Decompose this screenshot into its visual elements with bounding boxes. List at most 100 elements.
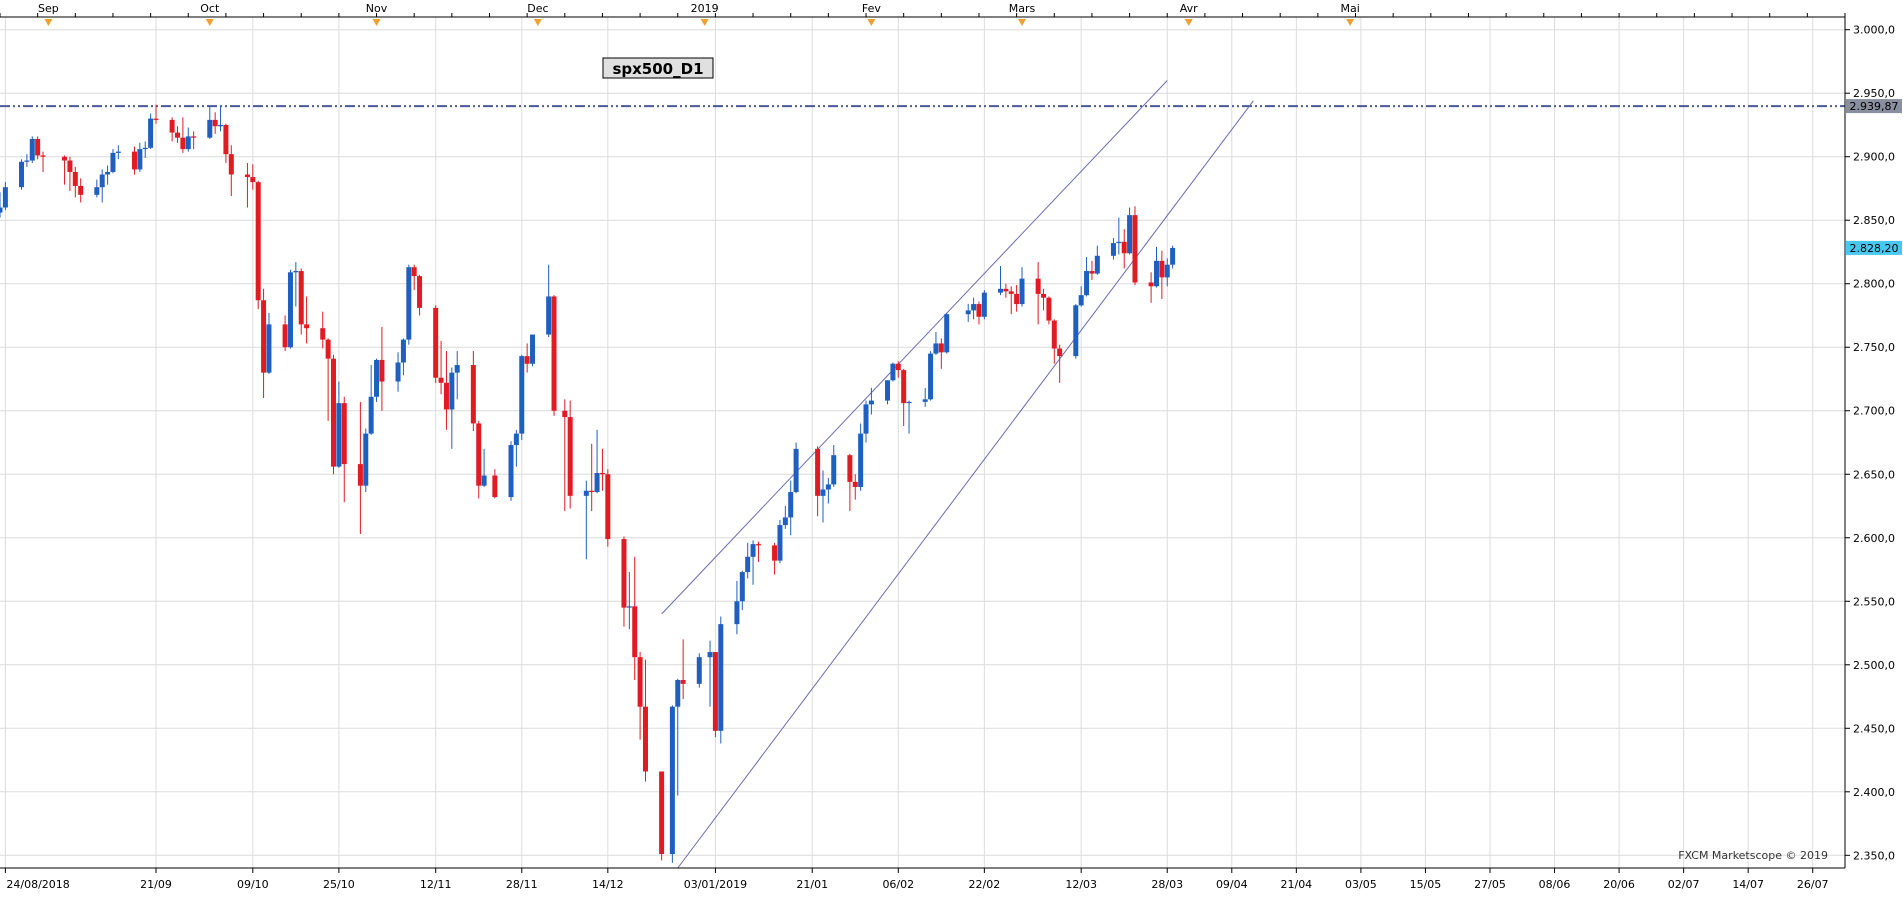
candle-body	[330, 358, 336, 467]
candle-up	[293, 262, 299, 307]
candle-body	[508, 445, 514, 498]
y-tick-label: 2.750,0	[1853, 341, 1895, 354]
candle-body	[148, 118, 154, 148]
candle-body	[110, 152, 116, 172]
candle-body	[567, 417, 573, 496]
candle-up	[1073, 304, 1079, 359]
candle-body	[2, 187, 8, 208]
price-levels: 2.939,87 2.828,20	[0, 99, 1902, 255]
x-tick-label: 22/02	[969, 878, 1001, 891]
candle-body	[185, 136, 191, 150]
candle-down	[901, 368, 907, 426]
month-marker-icon	[700, 19, 709, 26]
candle-up	[0, 192, 3, 218]
candle-up	[1164, 258, 1170, 287]
candle-body	[981, 292, 987, 317]
candle-up	[1094, 245, 1100, 275]
month-marker-icon	[1346, 19, 1355, 26]
candle-body	[78, 185, 84, 195]
candle-down	[492, 469, 498, 499]
candle-body	[852, 481, 858, 487]
candle-body	[24, 160, 30, 162]
candle-up	[782, 506, 788, 529]
candle-body	[868, 400, 874, 405]
candle-body	[1153, 260, 1159, 287]
candle-up	[266, 312, 272, 374]
candle-body	[293, 271, 299, 273]
top-month-label: 2019	[691, 2, 719, 15]
trend-lines[interactable]	[661, 80, 1254, 869]
candle-down	[1148, 272, 1154, 303]
candle-down	[341, 396, 347, 503]
candle-down	[357, 401, 363, 534]
candle-up	[906, 400, 912, 434]
x-tick-label: 21/01	[796, 878, 828, 891]
y-tick-label: 2.700,0	[1853, 405, 1895, 418]
candle-down	[438, 340, 444, 395]
candle-up	[933, 331, 939, 355]
candle-down	[642, 659, 648, 782]
candle-up	[374, 358, 380, 402]
x-tick-label: 20/06	[1603, 878, 1635, 891]
candle-down	[169, 117, 175, 142]
candle-body	[594, 472, 600, 493]
candle-up	[481, 448, 487, 487]
candle-down	[1014, 285, 1020, 312]
candle-down	[433, 305, 439, 383]
candle-up	[750, 540, 756, 585]
candle-body	[793, 448, 799, 493]
candle-body	[142, 147, 148, 150]
candle-body	[772, 545, 778, 561]
candle-body	[363, 433, 369, 486]
x-tick-label: 03/01/2019	[684, 878, 747, 891]
candle-body	[788, 492, 794, 518]
candle-body	[1094, 255, 1100, 274]
candle-body	[583, 490, 589, 496]
candle-up	[110, 149, 116, 174]
candle-body	[131, 151, 137, 170]
candle-down	[637, 652, 643, 740]
candle-down	[815, 446, 821, 517]
candle-body	[626, 606, 632, 608]
candle-down	[1051, 319, 1057, 364]
candle-down	[411, 264, 417, 291]
candle-body	[933, 343, 939, 354]
candle-body	[605, 474, 611, 540]
candle-body	[449, 372, 455, 410]
top-month-label: Mars	[1009, 2, 1036, 15]
candle-up	[583, 480, 589, 560]
resistance-level-badge	[1846, 99, 1902, 114]
candle-up	[1019, 267, 1025, 307]
candle-down	[443, 351, 449, 430]
chart-title-box	[602, 57, 714, 79]
candle-body	[325, 339, 331, 359]
chart-labels: spx500_D1 FXCM Marketscope © 2019	[602, 57, 1828, 862]
channel-upper-line	[661, 80, 1168, 615]
candle-body	[906, 401, 912, 404]
candle-body	[755, 544, 761, 546]
candle-body	[379, 359, 385, 382]
candle-down	[298, 268, 304, 335]
candle-up	[739, 570, 745, 611]
candle-body	[218, 124, 224, 127]
candle-up	[890, 362, 896, 382]
month-marker-icon	[1184, 19, 1193, 26]
month-marker-icon	[372, 19, 381, 26]
candle-up	[675, 678, 681, 796]
x-tick-label: 27/05	[1474, 878, 1506, 891]
candle-up	[868, 387, 874, 415]
candle-up	[971, 297, 977, 320]
candle-body	[19, 161, 25, 188]
candle-up	[24, 154, 30, 167]
candle-body	[1008, 291, 1014, 294]
candle-up	[513, 429, 519, 467]
candle-body	[885, 380, 891, 401]
x-tick-label: 09/10	[237, 878, 269, 891]
candle-up	[406, 264, 412, 345]
candle-down	[524, 343, 530, 373]
resistance-level-label: 2.939,87	[1850, 100, 1899, 113]
candle-down	[320, 311, 326, 349]
